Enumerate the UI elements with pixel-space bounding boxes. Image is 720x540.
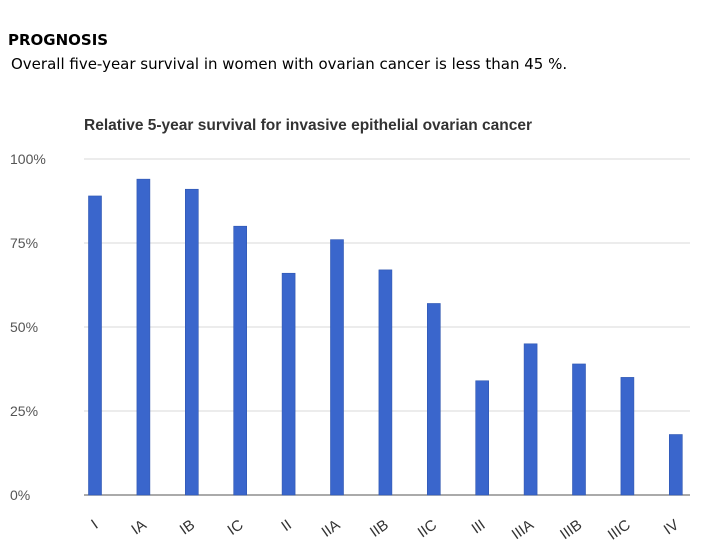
x-tick-label: IIC [415, 516, 441, 540]
bar [185, 188, 199, 496]
x-tick-label: IIIB [557, 516, 585, 540]
x-tick-label: IIIA [509, 516, 537, 540]
slide-heading: PROGNOSIS [8, 31, 109, 49]
x-tick-label: IIA [319, 516, 344, 540]
bar [233, 225, 247, 496]
x-tick-label: IA [128, 516, 149, 538]
x-tick-label: IB [177, 516, 198, 538]
slide-subheading: Overall five-year survival in women with… [11, 55, 568, 73]
x-tick-label: IIB [367, 516, 392, 540]
y-tick-label: 75% [10, 235, 38, 251]
bar [620, 377, 635, 496]
x-tick-label: I [88, 516, 101, 532]
bar [136, 178, 151, 496]
x-tick-label: IV [661, 516, 682, 538]
bar [475, 380, 490, 496]
y-tick-label: 25% [10, 403, 38, 419]
x-tick-label: IC [224, 516, 246, 539]
y-tick-label: 0% [10, 487, 30, 503]
y-tick-label: 100% [10, 151, 46, 167]
y-tick-label: 50% [10, 319, 38, 335]
x-tick-label: II [278, 516, 295, 535]
x-tick-label: III [468, 516, 488, 537]
bar [572, 363, 586, 496]
chart-title: Relative 5-year survival for invasive ep… [84, 117, 532, 134]
bar [668, 434, 683, 496]
bar [330, 239, 344, 496]
bar [88, 195, 102, 496]
bar [378, 269, 393, 496]
bar [523, 343, 538, 496]
bar [426, 303, 441, 496]
bar [281, 272, 296, 496]
x-tick-label: IIIC [605, 516, 634, 540]
